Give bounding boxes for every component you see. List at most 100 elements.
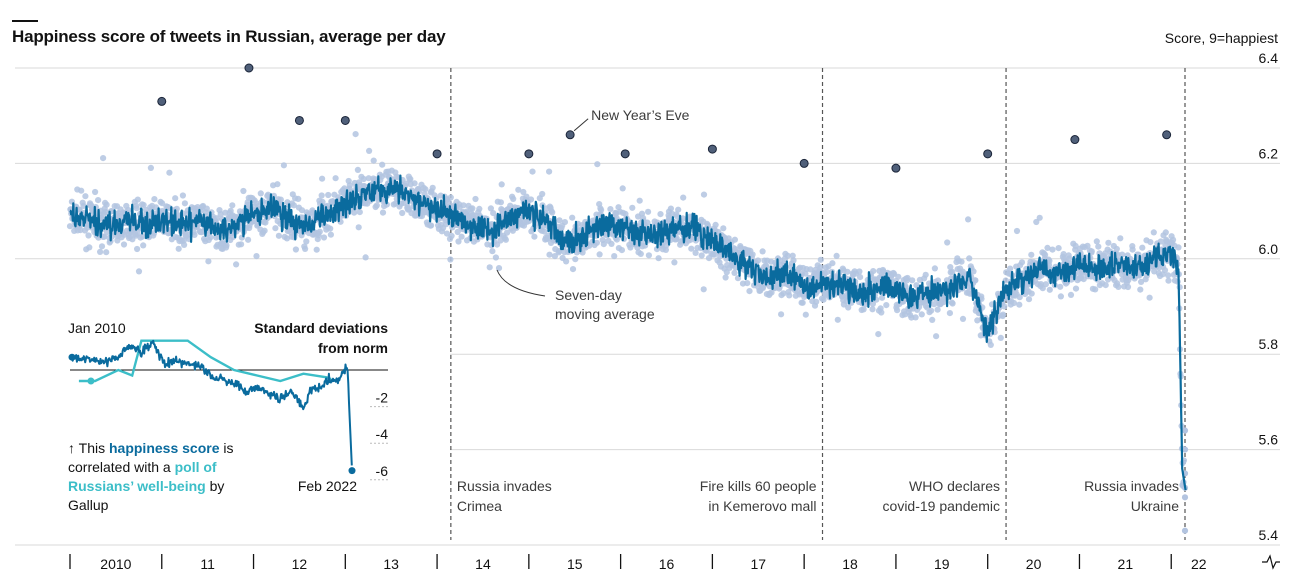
daily-point — [383, 201, 390, 208]
daily-point — [86, 244, 93, 251]
daily-point — [1115, 283, 1122, 290]
daily-point — [1146, 294, 1153, 301]
daily-point — [539, 190, 546, 198]
daily-point — [611, 253, 618, 260]
event-annotation: WHO declares covid-19 pandemic — [883, 478, 1001, 514]
daily-point — [657, 211, 664, 218]
daily-point — [147, 164, 154, 171]
y-tick-label: 5.8 — [1259, 336, 1279, 352]
daily-point — [1175, 244, 1182, 251]
daily-point — [546, 251, 553, 258]
daily-point — [403, 180, 410, 187]
daily-point — [1139, 244, 1146, 251]
x-tick-label: 11 — [200, 556, 215, 572]
daily-point — [270, 192, 277, 199]
daily-point — [636, 197, 643, 204]
daily-point — [103, 201, 110, 208]
daily-point — [134, 245, 141, 253]
daily-point — [472, 195, 479, 203]
daily-point — [1028, 290, 1035, 297]
daily-point — [103, 249, 110, 256]
daily-point — [629, 204, 636, 211]
daily-point — [1124, 283, 1132, 291]
daily-point — [82, 193, 89, 200]
x-tick-label: 13 — [383, 556, 399, 572]
daily-point — [443, 230, 451, 237]
daily-point — [949, 300, 956, 307]
daily-point — [399, 209, 406, 217]
x-tick-label: 16 — [659, 556, 675, 572]
daily-point — [366, 147, 373, 154]
daily-point — [303, 238, 310, 245]
daily-point — [316, 228, 323, 235]
daily-point — [379, 209, 387, 216]
daily-point — [346, 182, 353, 189]
annotation-line: Russia invades — [1084, 478, 1179, 494]
daily-point — [563, 258, 570, 265]
daily-point — [502, 236, 509, 243]
daily-point — [302, 245, 309, 252]
daily-point — [213, 215, 220, 222]
daily-point — [1092, 286, 1099, 293]
daily-point — [966, 255, 973, 262]
daily-point — [332, 175, 339, 182]
daily-point — [222, 209, 229, 216]
daily-point — [829, 260, 836, 267]
daily-point — [469, 205, 476, 212]
outlier-point — [340, 115, 350, 125]
daily-point — [411, 180, 418, 187]
daily-point — [1105, 239, 1112, 246]
daily-point — [1028, 251, 1035, 258]
daily-point — [786, 292, 793, 299]
y-tick-label: 6.2 — [1259, 145, 1279, 161]
daily-point — [529, 168, 536, 175]
daily-point — [965, 216, 972, 223]
daily-point — [319, 175, 326, 182]
daily-point — [572, 256, 579, 263]
outlier-point — [1070, 135, 1080, 145]
daily-point — [645, 252, 653, 259]
daily-point — [139, 233, 146, 240]
daily-point — [870, 268, 877, 275]
daily-point — [66, 223, 74, 230]
daily-point — [447, 194, 454, 201]
daily-point — [341, 185, 348, 192]
daily-point — [596, 251, 603, 258]
daily-point — [454, 228, 461, 236]
daily-point — [205, 258, 212, 265]
daily-point — [489, 248, 496, 255]
daily-point — [1181, 427, 1189, 434]
daily-point — [181, 200, 188, 207]
daily-point — [362, 254, 369, 261]
daily-point — [799, 299, 806, 306]
daily-point — [778, 311, 785, 318]
daily-point — [712, 221, 719, 228]
daily-point — [1036, 214, 1043, 221]
daily-point — [319, 198, 326, 205]
daily-point — [1042, 281, 1049, 288]
daily-point — [1057, 283, 1064, 290]
inset-axis-title: Standard deviations — [254, 320, 388, 336]
daily-point — [857, 274, 864, 281]
daily-point — [97, 248, 104, 255]
daily-point — [997, 334, 1004, 341]
daily-point — [370, 157, 377, 164]
daily-point — [958, 258, 965, 265]
daily-point — [607, 206, 614, 213]
y-tick-label: 6.0 — [1259, 241, 1279, 257]
daily-point — [1057, 293, 1064, 300]
daily-point — [379, 161, 386, 168]
daily-point — [608, 240, 615, 247]
daily-point — [619, 185, 626, 192]
daily-point — [80, 202, 87, 209]
axis-break-icon — [1262, 554, 1280, 570]
inset-y-tick-label: -2 — [376, 390, 389, 406]
daily-point — [1117, 235, 1124, 242]
chart-title: Happiness score of tweets in Russian, av… — [12, 27, 446, 46]
x-tick-label: 21 — [1118, 556, 1134, 572]
daily-point — [1137, 286, 1144, 293]
inset-y-tick-label: -6 — [376, 463, 389, 479]
inset-axis-title: from norm — [318, 340, 388, 356]
daily-point — [856, 268, 863, 275]
